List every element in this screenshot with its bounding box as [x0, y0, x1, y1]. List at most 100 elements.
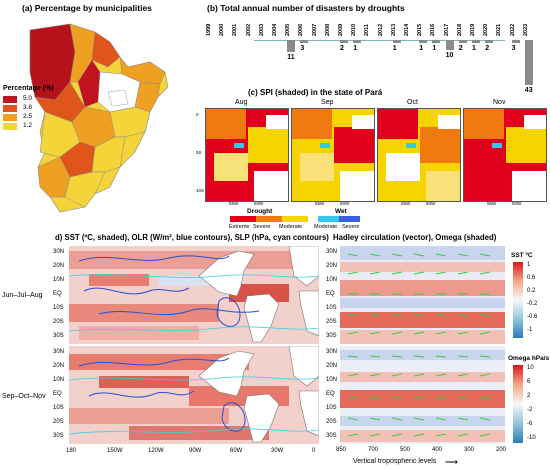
drought-class-label: Extreme	[229, 224, 250, 230]
lat-tick-label: 10N	[53, 377, 65, 383]
lon-tick-label: 60W	[230, 448, 243, 454]
lon-tick-label: 50W	[340, 201, 350, 206]
x-axis-label: Vertical tropospheric levels	[353, 458, 437, 465]
bar-value-label: 1	[419, 45, 424, 52]
drought-swatch	[230, 216, 256, 222]
sst-tick-label: 1	[527, 262, 531, 268]
omega-colorbar	[513, 365, 523, 443]
lat-tick-label: 0	[196, 112, 199, 117]
wet-patch	[406, 143, 416, 148]
panel-b-title: (b) Total annual number of disasters by …	[207, 3, 405, 13]
legend-label: 3.8	[23, 104, 33, 111]
lat-tick-label: 10S	[326, 305, 337, 311]
level-tick-label: 300	[464, 447, 475, 453]
lat-tick-label: 20S	[53, 419, 64, 425]
lat-tick-label: 10S	[53, 405, 64, 411]
bar-value-label: 1	[472, 45, 476, 52]
lat-tick-label: 20S	[53, 319, 64, 325]
omega-tick-label: -6	[527, 421, 533, 427]
lon-tick-label: 50W	[426, 201, 436, 206]
panel-a-title: (a) Percentage by municipalities	[22, 3, 152, 13]
drought-label: Drought	[247, 208, 273, 215]
lat-tick-label: 20N	[326, 363, 338, 369]
omega-tick-label: 10	[527, 365, 534, 371]
spi-region	[512, 171, 546, 201]
lat-tick-label: 30S	[326, 433, 337, 439]
drought-bar	[472, 40, 480, 43]
baseline-line	[254, 40, 505, 41]
lat-tick-label: 20S	[326, 419, 337, 425]
sst-tick-label: -0.2	[527, 301, 538, 307]
wet-colorbar	[318, 216, 360, 222]
drought-bar	[300, 40, 309, 44]
ocean-area	[438, 115, 460, 129]
lon-tick-label: 30W	[271, 448, 284, 454]
month-label: Aug	[235, 99, 248, 106]
para-choropleth-map	[29, 23, 169, 213]
spi-region	[420, 127, 460, 163]
drought-bar	[340, 40, 348, 43]
level-tick-label: 200	[496, 447, 507, 453]
lat-tick-label: 10S	[53, 305, 64, 311]
spi-map	[291, 108, 375, 202]
panel-d-title: d) SST (ºC, shaded), OLR (W/m², blue con…	[55, 233, 329, 242]
spi-region	[386, 153, 420, 181]
spi-region	[506, 127, 546, 163]
arrow-right-icon: ⟶	[445, 457, 458, 467]
legend-swatch	[3, 96, 17, 103]
lat-tick-label: 30N	[326, 249, 338, 255]
level-tick-label: 700	[368, 447, 379, 453]
lat-tick-label: 30N	[53, 249, 65, 255]
drought-class-label: Moderate	[279, 224, 303, 230]
lat-tick-label: 10N	[326, 277, 338, 283]
spi-map	[377, 108, 461, 202]
spi-region	[472, 153, 506, 181]
lat-tick-label: 30N	[326, 349, 338, 355]
ocean-area	[524, 115, 546, 129]
lon-tick-label: 120W	[148, 448, 164, 454]
ocean-area	[266, 115, 288, 129]
omega-colorbar-title: Omega hPa/s	[508, 355, 550, 362]
omega-tick-label: -2	[527, 407, 533, 413]
drought-class-label: Severe	[253, 224, 271, 230]
wet-swatch	[339, 216, 360, 222]
lon-tick-label: 50W	[512, 201, 522, 206]
legend-swatch	[3, 114, 17, 121]
row-label-jja: Jun–Jul–Aug	[2, 292, 43, 299]
drought-bar-chart: 1999 2000 2001 2002 2003 2004 2005 11 2006 3 2007 2…	[0, 0, 550, 110]
omega-tick-label: -10	[527, 435, 536, 441]
spi-maps: Aug 55W 50W Sep 55W 50W Oct 55W 50W Nov 55W 50W 0 5S 1…	[196, 99, 547, 206]
spi-map	[205, 108, 289, 202]
bar-value-label: 11	[287, 53, 295, 61]
legend-label: 5.0	[23, 95, 33, 102]
lat-tick-label: EQ	[326, 391, 335, 397]
drought-bar	[458, 40, 467, 43]
spi-map	[463, 108, 547, 202]
month-label: Oct	[407, 99, 418, 106]
spi-region	[206, 109, 246, 139]
drought-bar	[353, 40, 362, 43]
sst-tick-label: -0.6	[527, 314, 538, 320]
lat-tick-label: 10S	[326, 405, 337, 411]
spi-region	[248, 127, 288, 163]
lat-tick-label: 10S	[196, 188, 205, 193]
legend-label: 1.2	[23, 122, 33, 129]
wet-class-label: Severe	[342, 224, 360, 230]
row-label-son: Sep–Oct–Nov	[2, 393, 46, 400]
lon-tick-label: 55W	[401, 201, 411, 206]
level-tick-label: 500	[400, 447, 411, 453]
lat-tick-label: 30N	[53, 349, 65, 355]
sst-tick-label: -1	[527, 327, 533, 333]
wet-label: Wet	[335, 208, 347, 215]
spi-region	[214, 153, 248, 181]
bar-value-label: 3	[300, 45, 305, 53]
lon-tick-label: 150W	[107, 448, 123, 454]
bar-value-label: 2	[485, 45, 490, 52]
drought-bar	[511, 40, 520, 44]
wet-patch	[320, 143, 330, 148]
spi-region	[426, 171, 460, 201]
lat-tick-label: 5S	[196, 150, 202, 155]
lat-tick-label: EQ	[53, 391, 62, 397]
omega-tick-label: 2	[527, 393, 531, 399]
lat-tick-label: 20S	[326, 319, 337, 325]
